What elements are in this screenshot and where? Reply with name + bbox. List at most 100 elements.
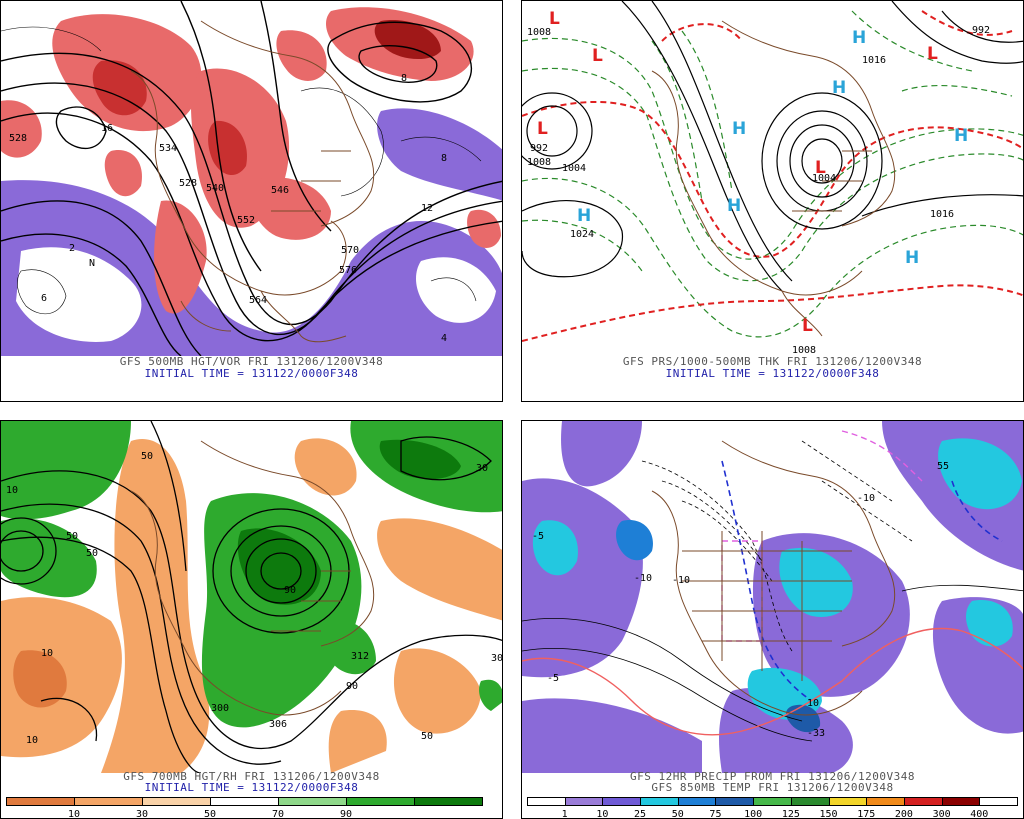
temp-contours-positive (522, 584, 1023, 742)
rh-moist-area (1, 421, 131, 520)
pressure-label: 1004 (812, 173, 836, 184)
colorbar-label: 125 (781, 809, 800, 819)
low-center: L (592, 46, 603, 66)
low-center: L (815, 158, 826, 178)
map-700mb: 50 10 50 50 10 90 300 306 312 90 10 50 3… (1, 421, 502, 773)
temp-label: -10 (634, 573, 652, 584)
colorbar-swatch (278, 797, 347, 806)
precip-colorbar: 1 10 25 50 75 100 125 150 175 200 300 400 (527, 797, 1018, 819)
label-500mb: 8 (441, 153, 447, 164)
pressure-label: 1024 (570, 229, 594, 240)
high-center: H (954, 126, 968, 146)
colorbar-swatch (74, 797, 143, 806)
colorbar-swatch (640, 797, 679, 806)
colorbar-label: 200 (894, 809, 913, 819)
pressure-label: 992 (530, 143, 548, 154)
label-700mb: 90 (284, 585, 296, 596)
low-center: L (927, 44, 938, 64)
colorbar-label: 90 (339, 809, 353, 819)
label-500mb: N (89, 258, 95, 269)
label-700mb: 306 (269, 719, 287, 730)
label-500mb: 540 (206, 183, 224, 194)
caption-initial-time: INITIAL TIME = 131122/0000F348 (665, 367, 880, 380)
colorbar-label: 75 (709, 809, 722, 819)
colorbar-swatch (602, 797, 642, 806)
panel-precip-850temp: -10 -10 -5 10 -33 55 -5 -10 GFS 12HR PRE… (521, 420, 1024, 819)
colorbar-swatch (677, 797, 717, 806)
high-center: H (852, 28, 866, 48)
caption-subtitle: GFS 850MB TEMP FRI 131206/1200V348 (651, 781, 894, 794)
label-700mb: 50 (66, 531, 78, 542)
precip-moderate-area (779, 547, 853, 617)
colorbar-label: 1 (561, 809, 568, 819)
temp-label: -10 (672, 575, 690, 586)
coastlines (651, 20, 896, 337)
label-500mb: 8 (401, 73, 407, 84)
isobars (522, 1, 1023, 292)
label-700mb: 50 (141, 451, 153, 462)
colorbar-swatch (715, 797, 755, 806)
coastlines (130, 440, 375, 716)
high-center: H (905, 248, 919, 268)
label-500mb: 2 (69, 243, 75, 254)
colorbar-label: 30 (135, 809, 149, 819)
label-500mb: 576 (339, 265, 357, 276)
caption-title: GFS 500MB HGT/VOR FRI 131206/1200V348 (119, 355, 384, 368)
label-700mb: 312 (351, 651, 369, 662)
map-precip: -10 -10 -5 10 -33 55 -5 -10 (522, 421, 1023, 773)
panel-pressure-thickness: L L L L L L H H H H H H H 992 1008 1004 … (521, 0, 1024, 402)
low-center: L (802, 316, 813, 336)
colorbar-label: 10 (67, 809, 81, 819)
label-500mb: 4 (441, 333, 447, 344)
colorbar-swatch (210, 797, 279, 806)
label-700mb: 10 (6, 485, 18, 496)
label-500mb: 528 (9, 133, 27, 144)
colorbar-label: 10 (596, 809, 609, 819)
temp-label: 10 (807, 698, 819, 709)
temp-label: -5 (532, 531, 544, 542)
thickness-540-line (522, 10, 1023, 342)
map-500mb: 528 534 540 546 552 564 570 576 528 2 4 … (1, 1, 502, 356)
label-500mb: 528 (179, 178, 197, 189)
colorbar-label: 50 (203, 809, 217, 819)
pressure-label: 1008 (792, 345, 816, 356)
label-700mb: 30 (476, 463, 488, 474)
label-500mb: 564 (249, 295, 267, 306)
label-700mb: 50 (421, 731, 433, 742)
colorbar-swatch (866, 797, 905, 806)
colorbar-swatch (979, 797, 1018, 806)
pressure-label: 1016 (930, 209, 954, 220)
colorbar-swatch (828, 797, 868, 806)
pressure-label: 1008 (527, 157, 551, 168)
temp-label: -33 (807, 728, 825, 739)
pressure-label: 1008 (527, 27, 551, 38)
freezing-line (721, 460, 1003, 702)
caption-title: GFS 700MB HGT/RH FRI 131206/1200V348 (123, 770, 380, 783)
colorbar-swatch (6, 797, 75, 806)
rh-dry-area (101, 439, 210, 773)
height-contours (1, 421, 502, 773)
temp-label: -5 (547, 673, 559, 684)
pressure-label: 1016 (862, 55, 886, 66)
caption-title: GFS 12HR PRECIP FROM FRI 131206/1200V348 (630, 770, 915, 783)
label-500mb: 12 (421, 203, 433, 214)
rh-colorbar: 10 30 50 70 90 (6, 797, 483, 819)
colorbar-label: 150 (819, 809, 838, 819)
label-500mb: 552 (237, 215, 255, 226)
height-contours (1, 1, 502, 356)
high-center: H (732, 119, 746, 139)
high-center: H (727, 196, 741, 216)
label-700mb: 90 (346, 681, 358, 692)
label-700mb: 50 (86, 548, 98, 559)
colorbar-swatch (346, 797, 415, 806)
low-center: L (537, 119, 548, 139)
caption-initial-time: INITIAL TIME = 131122/0000F348 (144, 781, 359, 794)
thickness-contours (522, 10, 1023, 338)
coastlines (130, 20, 375, 343)
high-center: H (832, 78, 846, 98)
colorbar-label: 175 (857, 809, 876, 819)
colorbar-swatch (941, 797, 981, 806)
coastlines (651, 440, 896, 716)
label-500mb: 546 (271, 185, 289, 196)
colorbar-label: 70 (271, 809, 285, 819)
